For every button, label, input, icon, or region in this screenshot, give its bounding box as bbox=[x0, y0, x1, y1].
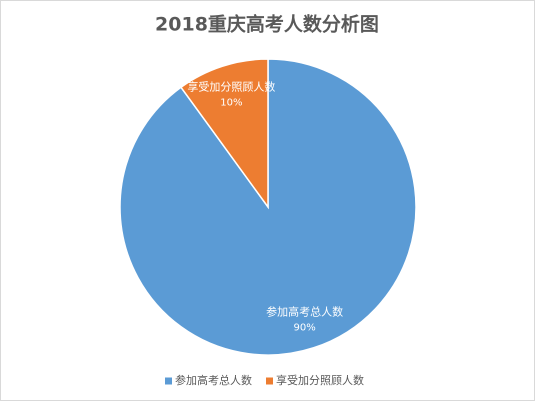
data-label-name: 参加高考总人数 bbox=[266, 305, 343, 319]
data-label-value: 90% bbox=[293, 323, 315, 334]
pie-slice bbox=[179, 58, 269, 210]
legend-label: 享受加分照顾人数 bbox=[276, 373, 364, 387]
data-label-name: 享受加分照顾人数 bbox=[187, 79, 275, 93]
chart-title: 2018重庆高考人数分析图 bbox=[155, 13, 379, 36]
legend-swatch bbox=[165, 377, 172, 385]
data-label-value: 10% bbox=[220, 97, 242, 108]
legend-label: 参加高考总人数 bbox=[175, 373, 252, 387]
legend-swatch bbox=[266, 377, 273, 385]
